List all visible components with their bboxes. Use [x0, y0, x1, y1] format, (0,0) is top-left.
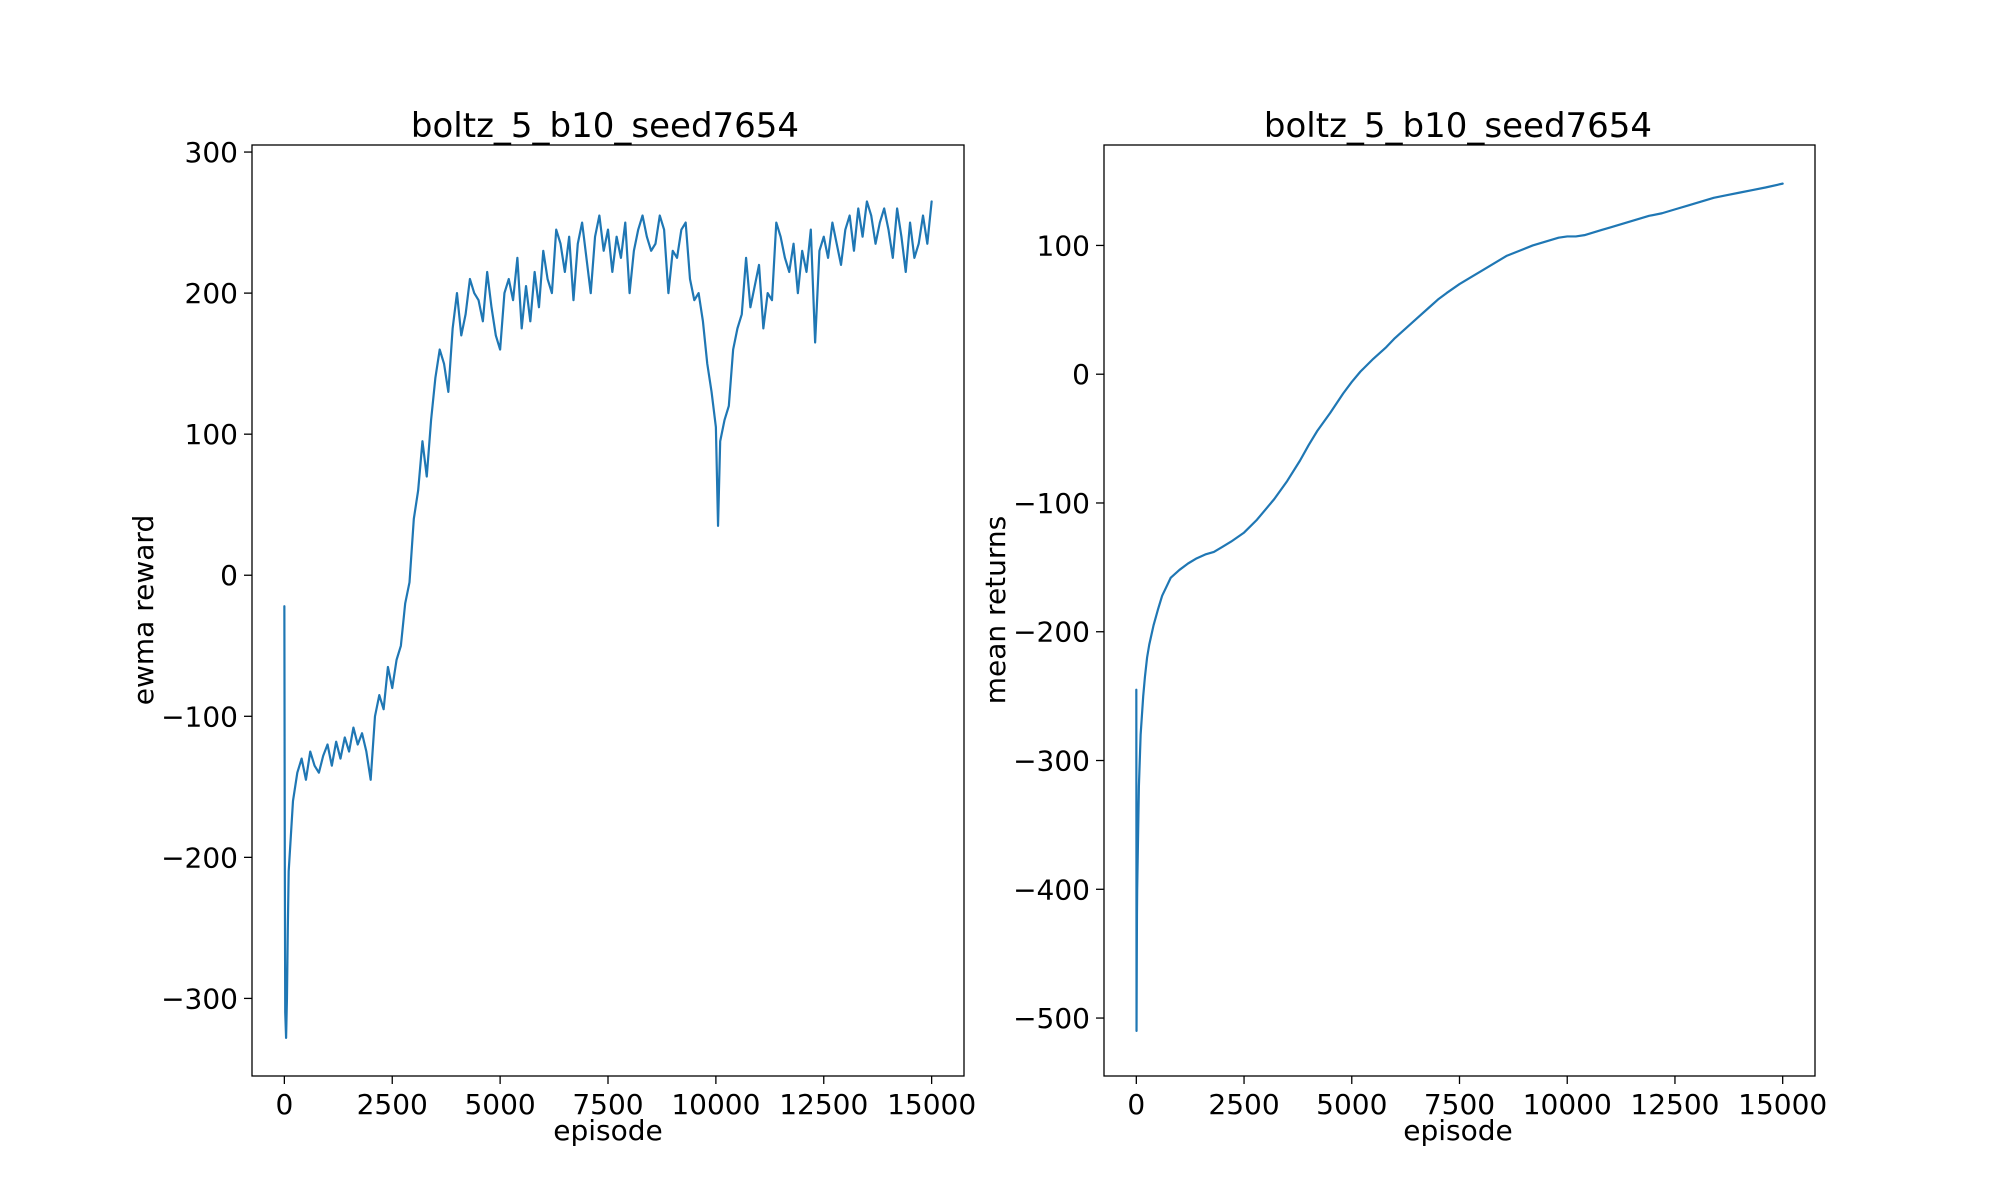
x-axis-label: episode: [553, 1114, 663, 1147]
x-tick-label: 12500: [1630, 1088, 1719, 1121]
chart-title: boltz_5_b10_seed7654: [1264, 106, 1652, 146]
series-line: [1135, 182, 1784, 1033]
y-tick-label: −300: [161, 982, 238, 1015]
plot-area-frame: [251, 144, 965, 1077]
x-tick-label: 7500: [572, 1088, 643, 1121]
y-ticks: −500 −400 −300 −200 −100 0 100: [1013, 229, 1104, 1035]
x-axis-label: episode: [1403, 1114, 1513, 1147]
y-tick-label: −300: [1013, 745, 1090, 778]
y-tick-label: −200: [161, 841, 238, 874]
y-tick-label: −400: [1013, 873, 1090, 906]
x-ticks: 0 2500 5000 7500 10000 12500 15000: [1127, 1076, 1827, 1121]
y-tick-label: 0: [1072, 358, 1090, 391]
y-axis-label: mean returns: [979, 516, 1012, 705]
y-ticks: −300 −200 −100 0 100 200 300: [161, 136, 252, 1015]
x-tick-label: 5000: [1316, 1088, 1387, 1121]
y-tick-label: 200: [185, 277, 238, 310]
x-tick-label: 15000: [1738, 1088, 1827, 1121]
series-line: [283, 200, 933, 1040]
chart-title: boltz_5_b10_seed7654: [411, 106, 799, 146]
y-axis-label: ewma reward: [127, 515, 160, 705]
chart-mean-returns: boltz_5_b10_seed7654 −500 −400 −300 −200 −10…: [979, 106, 1827, 1147]
x-tick-label: 10000: [671, 1088, 760, 1121]
x-tick-label: 0: [1127, 1088, 1145, 1121]
x-tick-label: 0: [275, 1088, 293, 1121]
y-tick-label: 0: [220, 559, 238, 592]
y-tick-label: −100: [1013, 487, 1090, 520]
x-tick-label: 2500: [357, 1088, 428, 1121]
y-tick-label: −200: [1013, 616, 1090, 649]
y-tick-label: 300: [185, 136, 238, 169]
series-group: [283, 200, 933, 1040]
x-tick-label: 15000: [887, 1088, 976, 1121]
x-tick-label: 2500: [1208, 1088, 1279, 1121]
y-tick-label: 100: [185, 418, 238, 451]
x-tick-label: 7500: [1424, 1088, 1495, 1121]
x-tick-label: 10000: [1523, 1088, 1612, 1121]
y-tick-label: −500: [1013, 1002, 1090, 1035]
chart-ewma-reward: boltz_5_b10_seed7654 −300 −200 −100 0 100 200…: [127, 106, 976, 1147]
y-tick-label: −100: [161, 700, 238, 733]
series-group: [1135, 182, 1784, 1033]
y-tick-label: 100: [1037, 229, 1090, 262]
x-tick-label: 12500: [779, 1088, 868, 1121]
plot-area-frame: [1103, 144, 1816, 1077]
x-ticks: 0 2500 5000 7500 10000 12500 15000: [275, 1076, 976, 1121]
x-tick-label: 5000: [464, 1088, 535, 1121]
